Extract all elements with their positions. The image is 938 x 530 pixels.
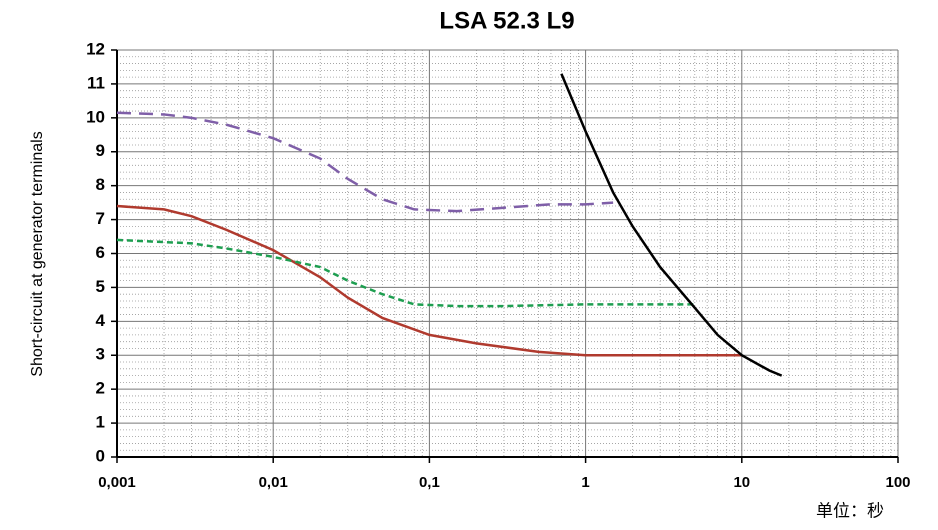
y-tick-label: 8 bbox=[96, 175, 105, 194]
series-line bbox=[116, 111, 614, 213]
unit-annotation: 单位：秒 bbox=[816, 501, 884, 520]
y-tick-label: 6 bbox=[96, 243, 105, 262]
y-tick-label: 0 bbox=[96, 446, 105, 465]
x-tick-label: 0,001 bbox=[98, 474, 136, 491]
series-line bbox=[116, 238, 695, 308]
x-tick-label: 10 bbox=[733, 474, 750, 491]
y-tick-label: 1 bbox=[96, 413, 105, 432]
x-tick-label: 0,01 bbox=[259, 474, 288, 491]
y-tick-label: 4 bbox=[96, 311, 106, 330]
x-tick-label: 1 bbox=[581, 474, 589, 491]
series-line bbox=[116, 204, 742, 357]
y-tick-label: 12 bbox=[86, 39, 105, 58]
series-line bbox=[560, 73, 783, 377]
y-tick-label: 7 bbox=[96, 209, 105, 228]
y-tick-label: 11 bbox=[87, 73, 105, 92]
y-tick-label: 3 bbox=[96, 345, 105, 364]
y-tick-label: 9 bbox=[96, 141, 105, 160]
x-tick-label: 0,1 bbox=[419, 474, 440, 491]
x-tick-label: 100 bbox=[885, 474, 910, 491]
y-tick-label: 10 bbox=[86, 107, 105, 126]
y-tick-label: 2 bbox=[96, 379, 105, 398]
y-axis-label: Short-circuit at generator terminals bbox=[29, 131, 46, 376]
y-tick-label: 5 bbox=[96, 277, 105, 296]
chart-title: LSA 52.3 L9 bbox=[439, 7, 574, 34]
